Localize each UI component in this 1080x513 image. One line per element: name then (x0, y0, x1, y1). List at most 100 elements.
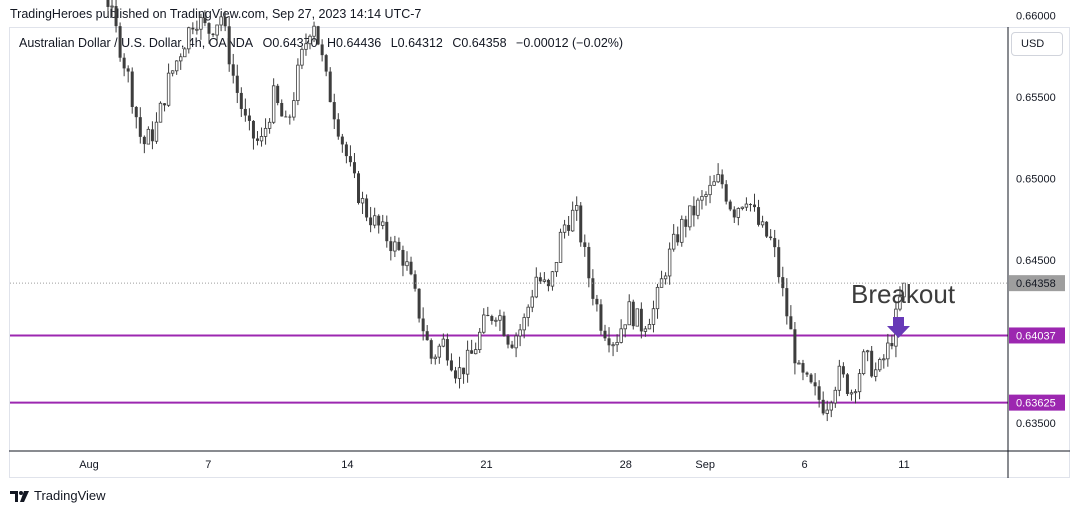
candle (332, 93, 336, 130)
candle (150, 121, 154, 150)
x-tick-label: Sep (695, 459, 715, 471)
candle (393, 235, 397, 258)
candle (619, 319, 623, 344)
candle (163, 103, 167, 112)
brand-label: TradingView (34, 488, 106, 503)
change-value: −0.00012 (−0.02%) (516, 36, 624, 50)
candle (841, 362, 845, 378)
candle (320, 39, 324, 62)
candle (898, 286, 902, 312)
candle (857, 369, 862, 400)
candle (199, 13, 203, 40)
candle (861, 349, 866, 376)
candle (886, 333, 890, 367)
candle (781, 266, 785, 297)
candle (340, 133, 344, 153)
candle (647, 318, 652, 330)
candle (292, 92, 296, 121)
candle (526, 304, 530, 327)
candle (215, 24, 219, 42)
candle (603, 324, 607, 342)
candle (611, 341, 615, 357)
x-tick-label: 28 (620, 459, 632, 471)
footer-brand[interactable]: TradingView (10, 488, 106, 503)
level-price-tag (1009, 394, 1065, 411)
candle (316, 25, 320, 46)
candle (328, 67, 332, 103)
candle (680, 215, 684, 247)
candle (146, 126, 151, 145)
candle (599, 299, 603, 336)
candle (813, 373, 817, 396)
candle (465, 340, 470, 383)
tradingview-logo-icon (10, 490, 29, 502)
candle (445, 333, 449, 366)
candle (276, 83, 280, 106)
candle (607, 327, 611, 353)
candle (809, 373, 813, 384)
candle (785, 278, 789, 325)
candle (534, 267, 538, 299)
candle (417, 288, 421, 323)
candle (271, 78, 276, 125)
y-tick-label: 0.64500 (1016, 255, 1056, 267)
candle (449, 353, 453, 372)
candle (470, 339, 474, 354)
candle (825, 400, 829, 422)
x-tick-label: 7 (205, 459, 211, 471)
candle (655, 283, 660, 319)
candle (409, 256, 413, 276)
candle (494, 317, 498, 327)
candle (385, 215, 389, 248)
candle (530, 289, 534, 313)
candle (498, 309, 502, 332)
candle (728, 199, 732, 212)
x-tick-label: 21 (480, 459, 492, 471)
open-value: O0.64370 (262, 36, 318, 50)
candle (732, 206, 736, 224)
last-price-tag (1009, 275, 1065, 292)
level-price-label: 0.63625 (1016, 398, 1056, 410)
last-price-label: 0.64358 (1016, 278, 1056, 290)
candle (538, 272, 542, 284)
candle (284, 110, 288, 118)
candle (627, 294, 631, 326)
candle (684, 215, 688, 238)
candle (765, 221, 769, 238)
candle (308, 34, 312, 50)
currency-button[interactable]: USD (1011, 32, 1063, 56)
candle (514, 332, 518, 358)
candle (542, 272, 547, 284)
candle (567, 215, 571, 236)
breakout-annotation: Breakout (851, 279, 956, 309)
candle (267, 118, 272, 134)
candle (231, 53, 235, 84)
candle (457, 356, 462, 389)
candle (769, 229, 773, 241)
candle (130, 67, 134, 114)
candle (263, 118, 268, 145)
candle (583, 234, 587, 257)
candle (441, 333, 446, 348)
candle (692, 196, 696, 227)
candle (478, 328, 482, 354)
candle (882, 354, 886, 369)
candle (174, 60, 179, 75)
y-tick-label: 0.65500 (1016, 92, 1056, 104)
candle (462, 367, 466, 384)
candle (243, 98, 247, 122)
candle (748, 203, 752, 212)
candle (195, 20, 199, 35)
candle (324, 53, 328, 77)
candle (659, 270, 664, 288)
candle (837, 359, 842, 397)
candle (251, 120, 255, 150)
candle (558, 228, 563, 263)
candle (760, 215, 765, 228)
candle (676, 226, 680, 246)
candle (801, 359, 805, 381)
candle (142, 135, 146, 154)
candle (667, 242, 672, 285)
candle (166, 63, 171, 107)
